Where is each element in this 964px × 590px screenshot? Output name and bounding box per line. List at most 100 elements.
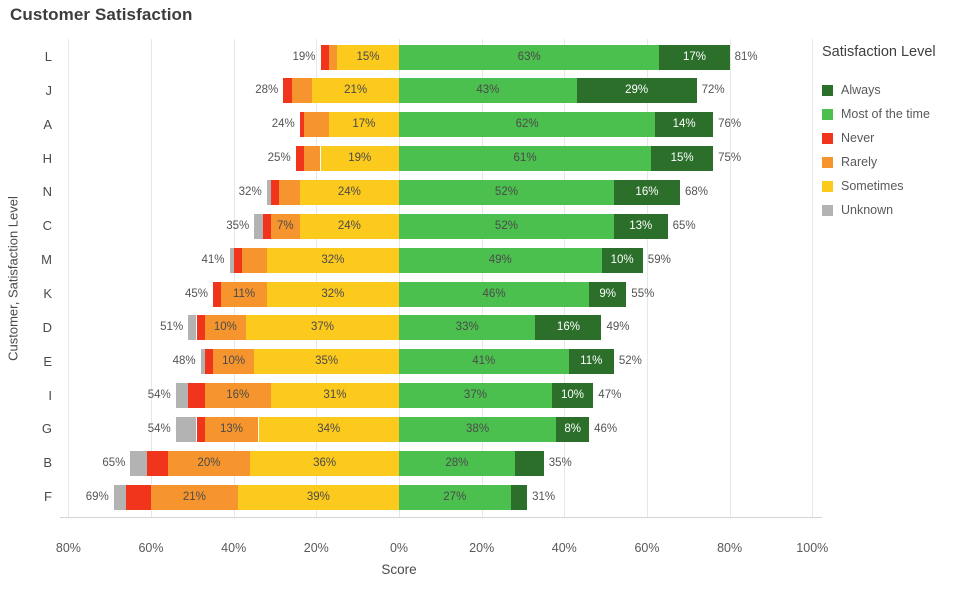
bar-segment-rarely[interactable]: 21% — [151, 484, 238, 510]
bar-segment-never[interactable] — [196, 416, 205, 442]
bar-segment-rarely[interactable]: 16% — [204, 383, 271, 408]
bar-segment-never[interactable] — [295, 146, 304, 172]
y-category-label[interactable]: J — [45, 82, 53, 98]
y-category-label[interactable]: C — [42, 218, 52, 234]
bar-segment-sometimes[interactable]: 21% — [312, 78, 399, 104]
bar-segment-most[interactable]: 52% — [399, 179, 614, 205]
bar-segment-always[interactable]: 8% — [556, 416, 590, 442]
y-category-label[interactable]: M — [41, 252, 52, 268]
bar-segment-rarely[interactable]: 11% — [221, 281, 267, 307]
y-category-label[interactable]: E — [43, 353, 52, 369]
y-category-label[interactable]: D — [42, 319, 52, 335]
bar-segment-sometimes[interactable]: 15% — [337, 44, 399, 70]
y-category-label[interactable]: N — [42, 184, 52, 200]
y-category-label[interactable]: L — [44, 49, 52, 64]
bar-segment-sometimes[interactable]: 24% — [299, 213, 399, 239]
bar-segment-never[interactable] — [262, 213, 271, 239]
bar-segment-never[interactable] — [233, 247, 242, 273]
bar-segment-always[interactable]: 29% — [576, 78, 697, 104]
bar-segment-rarely[interactable] — [241, 247, 267, 273]
bar-segment-rarely[interactable]: 20% — [167, 450, 251, 476]
bar-segment-most[interactable]: 46% — [399, 281, 590, 307]
bar-segment-always[interactable]: 16% — [535, 315, 602, 341]
bar-segment-rarely[interactable]: 7% — [270, 213, 300, 239]
bar-segment-sometimes[interactable]: 37% — [246, 315, 399, 341]
bar-segment-unknown[interactable] — [229, 247, 234, 273]
bar-segment-unknown[interactable] — [175, 416, 197, 442]
bar-segment-never[interactable] — [188, 383, 205, 408]
bar-segment-unknown[interactable] — [254, 213, 263, 239]
bar-segment-most[interactable]: 37% — [399, 383, 552, 408]
bar-segment-sometimes[interactable]: 32% — [266, 281, 399, 307]
bar-segment-most[interactable]: 27% — [399, 484, 511, 510]
bar-segment-sometimes[interactable]: 31% — [270, 383, 399, 408]
bar-segment-never[interactable] — [270, 179, 280, 205]
bar-segment-never[interactable] — [283, 78, 292, 104]
bar-segment-unknown[interactable] — [113, 484, 127, 510]
y-category-label[interactable]: H — [42, 150, 52, 166]
bar-segment-always[interactable]: 11% — [568, 349, 614, 375]
bar-segment-rarely[interactable] — [303, 146, 321, 172]
bar-segment-sometimes[interactable]: 36% — [250, 450, 399, 476]
bar-segment-rarely[interactable] — [328, 44, 337, 70]
bar-segment-most[interactable]: 49% — [399, 247, 602, 273]
y-category-label[interactable]: K — [43, 285, 52, 301]
y-category-label[interactable]: F — [44, 489, 52, 505]
bar-segment-rarely[interactable]: 10% — [204, 315, 246, 341]
bar-segment-most[interactable]: 52% — [399, 213, 614, 239]
legend-item-rarely[interactable]: Rarely — [822, 150, 962, 174]
bar-segment-rarely[interactable]: 13% — [204, 416, 259, 442]
bar-segment-rarely[interactable] — [303, 112, 329, 138]
bar-segment-never[interactable] — [213, 281, 222, 307]
y-category-label[interactable]: I — [48, 387, 52, 403]
bar-segment-sometimes[interactable]: 39% — [237, 484, 399, 510]
bar-segment-most[interactable]: 41% — [399, 349, 569, 375]
bar-segment-always[interactable]: 16% — [613, 179, 680, 205]
bar-segment-never[interactable] — [126, 484, 151, 510]
legend-item-unknown[interactable]: Unknown — [822, 198, 962, 222]
bar-segment-unknown[interactable] — [200, 349, 205, 375]
bar-segment-sometimes[interactable]: 34% — [258, 416, 399, 442]
bar-segment-never[interactable] — [299, 112, 304, 138]
bar-segment-most[interactable]: 28% — [399, 450, 515, 476]
bar-segment-most[interactable]: 33% — [399, 315, 536, 341]
bar-segment-unknown[interactable] — [130, 450, 147, 476]
bar-segment-always[interactable] — [514, 450, 544, 476]
bar-segment-never[interactable] — [320, 44, 329, 70]
bar-segment-sometimes[interactable]: 19% — [320, 146, 399, 172]
legend-item-always[interactable]: Always — [822, 78, 962, 102]
bar-segment-sometimes[interactable]: 35% — [254, 349, 399, 375]
bar-segment-sometimes[interactable]: 24% — [299, 179, 399, 205]
bar-segment-unknown[interactable] — [266, 179, 271, 205]
bar-segment-always[interactable] — [510, 484, 528, 510]
bar-total-right-label: 46% — [594, 422, 618, 435]
bar-segment-never[interactable] — [196, 315, 205, 341]
bar-segment-always[interactable]: 10% — [551, 383, 594, 408]
bar-segment-always[interactable]: 13% — [613, 213, 668, 239]
bar-segment-most[interactable]: 62% — [399, 112, 656, 138]
bar-segment-most[interactable]: 38% — [399, 416, 557, 442]
bar-segment-unknown[interactable] — [175, 383, 189, 408]
bar-segment-always[interactable]: 14% — [655, 112, 714, 138]
bar-segment-always[interactable]: 15% — [651, 146, 714, 172]
bar-segment-most[interactable]: 43% — [399, 78, 577, 104]
legend-item-sometimes[interactable]: Sometimes — [822, 174, 962, 198]
legend-item-most[interactable]: Most of the time — [822, 102, 962, 126]
y-category-label[interactable]: A — [43, 116, 52, 132]
bar-segment-most[interactable]: 63% — [399, 44, 660, 70]
y-category-label[interactable]: G — [41, 421, 52, 437]
bar-segment-always[interactable]: 10% — [601, 247, 643, 273]
y-category-label[interactable]: B — [43, 455, 52, 471]
bar-segment-sometimes[interactable]: 32% — [266, 247, 399, 273]
bar-segment-never[interactable] — [146, 450, 168, 476]
bar-segment-always[interactable]: 9% — [589, 281, 627, 307]
bar-segment-unknown[interactable] — [188, 315, 197, 341]
legend-item-never[interactable]: Never — [822, 126, 962, 150]
bar-segment-sometimes[interactable]: 17% — [328, 112, 399, 138]
bar-segment-rarely[interactable] — [291, 78, 313, 104]
bar-segment-most[interactable]: 61% — [399, 146, 652, 172]
bar-segment-never[interactable] — [204, 349, 213, 375]
bar-segment-always[interactable]: 17% — [659, 44, 730, 70]
bar-segment-rarely[interactable]: 10% — [213, 349, 255, 375]
bar-segment-rarely[interactable] — [279, 179, 300, 205]
